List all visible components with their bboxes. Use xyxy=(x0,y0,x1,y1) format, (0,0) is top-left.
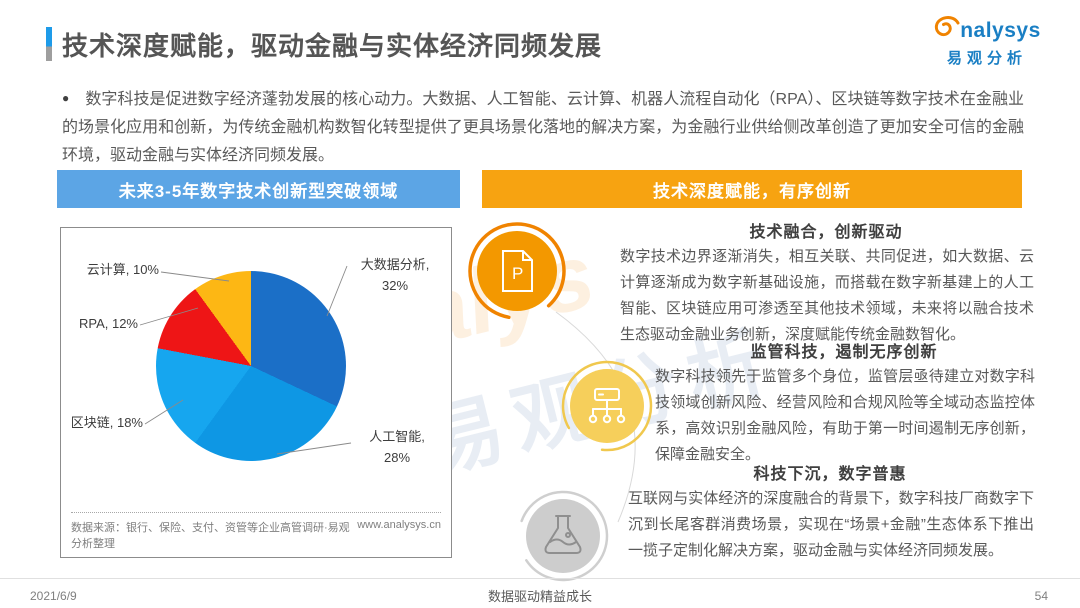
pie-label-ai: 人工智能, 28% xyxy=(369,429,425,465)
regtech-icon-circle xyxy=(552,351,662,461)
footer-slogan: 数据驱动精益成长 xyxy=(487,589,592,604)
block2-heading: 监管科技，遏制无序创新 xyxy=(750,344,938,361)
pie-label-blockchain: 区块链, 18% xyxy=(70,415,143,430)
footer-date: 2021/6/9 xyxy=(30,588,77,603)
logo-brand-text: nalysys xyxy=(960,18,1041,42)
network-icon xyxy=(588,388,626,424)
intro-text: 数字科技是促进数字经济蓬勃发展的核心动力。大数据、人工智能、云计算、机器人流程自… xyxy=(62,91,1025,164)
svg-text:P: P xyxy=(512,264,523,283)
page-title: 技术深度赋能，驱动金融与实体经济同频发展 xyxy=(62,31,603,61)
right-section-header: 技术深度赋能，有序创新 xyxy=(482,170,1022,208)
block2-body: 数字科技领先于监管多个身位，监管层亟待建立对数字科技领域创新风险、经营风险和合规… xyxy=(655,368,1035,463)
techsink-icon-circle xyxy=(508,481,618,591)
pie-leader-lines xyxy=(139,265,352,455)
intro-paragraph: ● 数字科技是促进数字经济蓬勃发展的核心动力。大数据、人工智能、云计算、机器人流程… xyxy=(62,86,1024,170)
analysys-logo: nalysys 易观分析 xyxy=(922,16,1052,68)
footer-page-number: 54 xyxy=(1034,588,1048,603)
footer-divider xyxy=(0,578,1080,579)
flask-icon xyxy=(544,515,582,554)
block3-body: 互联网与实体经济的深度融合的背景下，数字科技厂商数字下沉到长尾客群消费场景，实现… xyxy=(628,490,1034,559)
block1-body: 数字技术边界逐渐消失，相互关联、共同促进，如大数据、云计算逐渐成为数字新基础设施… xyxy=(620,248,1034,343)
tech-fusion-icon-circle: P xyxy=(462,216,572,326)
pie-label-cloud: 云计算, 10% xyxy=(86,262,159,277)
block3-heading: 科技下沉，数字普惠 xyxy=(753,466,907,483)
left-section-header: 未来3-5年数字技术创新型突破领域 xyxy=(57,170,460,208)
title-accent-bar xyxy=(46,27,52,61)
chart-source-note: 数据来源：银行、保险、支付、资管等企业高管调研·易观分析整理 xyxy=(71,522,350,550)
document-p-icon xyxy=(502,250,533,292)
pie-label-bigdata: 大数据分析, 32% xyxy=(360,257,430,293)
pie-chart-panel: 云计算, 10% RPA, 12% 区块链, 18% 大数据分析, 32% 人工… xyxy=(60,227,452,558)
block1-heading: 技术融合，创新驱动 xyxy=(749,224,903,241)
chart-source-url: www.analysys.cn xyxy=(357,519,441,531)
pie-label-rpa: RPA, 12% xyxy=(78,316,138,331)
pie-chart xyxy=(156,271,346,461)
bullet-dot: ● xyxy=(62,91,70,105)
footer: 2021/6/9 数据驱动精益成长 54 xyxy=(0,583,1080,608)
logo-swirl-icon xyxy=(933,16,960,45)
logo-brand-cn: 易观分析 xyxy=(946,50,1027,67)
chart-source-row: 数据来源：银行、保险、支付、资管等企业高管调研·易观分析整理 www.analy… xyxy=(71,512,441,551)
